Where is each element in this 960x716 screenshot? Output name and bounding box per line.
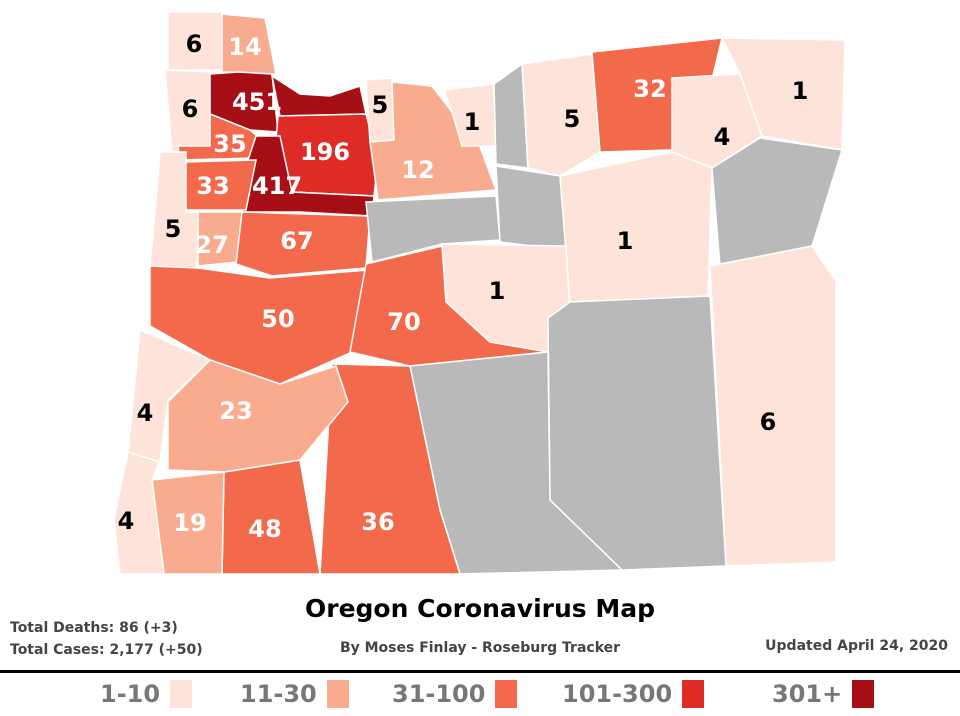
legend-label: 301+ (772, 680, 843, 708)
county-coos (127, 328, 212, 463)
total-deaths: Total Deaths: 86 (+3) (10, 620, 178, 636)
county-morrow (521, 53, 601, 177)
county-count-grant: 1 (617, 227, 634, 255)
county-baker (711, 137, 843, 267)
county-count-lane: 50 (261, 305, 294, 333)
county-count-marion: 417 (252, 172, 302, 200)
county-count-yamhill: 35 (213, 130, 246, 158)
county-count-union: 4 (714, 123, 731, 151)
county-count-malheur: 6 (760, 408, 777, 436)
county-count-wasco: 12 (401, 156, 434, 184)
byline: By Moses Finlay - Roseburg Tracker (339, 640, 621, 656)
legend-swatch (682, 680, 705, 708)
county-count-clatsop: 6 (186, 30, 203, 58)
county-malheur (709, 245, 837, 567)
county-count-klamath: 36 (361, 508, 394, 536)
county-grant (559, 151, 713, 303)
legend-label: 101-300 (562, 680, 673, 708)
county-count-umatilla: 32 (633, 75, 666, 103)
county-count-wallowa: 1 (792, 77, 809, 105)
county-count-hood-river: 5 (372, 91, 389, 119)
county-count-deschutes: 70 (387, 308, 420, 336)
county-count-polk: 33 (196, 172, 229, 200)
legend-item-31-100: 31-100 (392, 680, 518, 708)
legend-label: 11-30 (240, 680, 317, 708)
legend-item-1-10: 1-10 (100, 680, 193, 708)
county-count-crook: 1 (489, 277, 506, 305)
county-count-clackamas: 196 (300, 138, 350, 166)
legend: 1-10 11-30 31-100 101-300 301+ (0, 680, 960, 712)
legend-swatch (326, 680, 349, 708)
legend-label: 31-100 (392, 680, 486, 708)
county-count-multnomah: 596 (298, 68, 348, 96)
legend-swatch (495, 680, 518, 708)
county-count-douglas: 23 (219, 397, 252, 425)
county-count-columbia: 14 (228, 33, 261, 61)
legend-swatch (852, 680, 875, 708)
county-count-jackson: 48 (248, 515, 281, 543)
county-wasco (369, 81, 498, 201)
totals: Total Deaths: 86 (+3) Total Cases: 2,177… (10, 617, 203, 661)
county-columbia (221, 13, 277, 75)
county-klamath (319, 363, 462, 575)
total-cases: Total Cases: 2,177 (+50) (10, 642, 203, 658)
county-count-tillamook: 6 (182, 95, 199, 123)
county-douglas (149, 325, 349, 473)
county-jefferson (365, 195, 501, 263)
county-count-linn: 67 (280, 227, 313, 255)
county-count-benton: 27 (195, 231, 228, 259)
county-count-coos: 4 (137, 399, 154, 427)
divider (0, 670, 960, 673)
legend-item-101-300: 101-300 (562, 680, 705, 708)
legend-label: 1-10 (100, 680, 161, 708)
county-yamhill (177, 112, 263, 161)
legend-item-301-plus: 301+ (772, 680, 875, 708)
map-title: Oregon Coronavirus Map (304, 594, 656, 623)
county-linn (235, 211, 371, 277)
county-count-josephine: 19 (173, 509, 206, 537)
county-wallowa (720, 37, 846, 151)
county-count-washington: 451 (232, 88, 282, 116)
updated-date: Updated April 24, 2020 (765, 638, 948, 654)
legend-item-11-30: 11-30 (240, 680, 349, 708)
county-count-sherman: 1 (464, 108, 481, 136)
county-sherman (442, 83, 497, 147)
county-count-lincoln: 5 (165, 215, 182, 243)
county-deschutes (349, 245, 549, 367)
legend-swatch (170, 680, 193, 708)
county-count-curry: 4 (118, 507, 135, 535)
county-count-morrow: 5 (564, 105, 581, 133)
county-wheeler (495, 165, 567, 251)
